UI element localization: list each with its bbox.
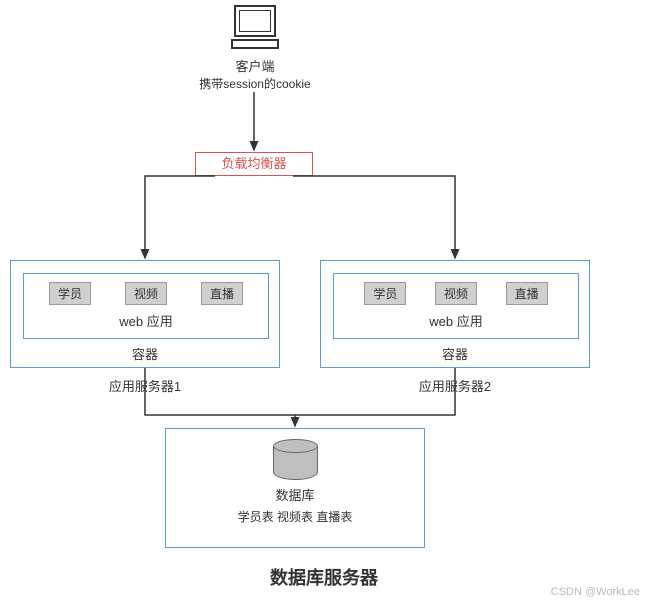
module-student: 学员 [364,282,406,305]
client-title: 客户端 [180,56,330,75]
database-icon [273,439,318,481]
diagram-container: 客户端 携带session的cookie 负载均衡器 学员 视频 直播 web … [0,0,648,606]
database-label: 数据库 [166,485,424,504]
load-balancer-label: 负载均衡器 [221,156,286,171]
client-label-block: 客户端 携带session的cookie [180,56,330,92]
app-server-1-inner: 学员 视频 直播 web 应用 [23,273,269,339]
container-label: 容器 [321,344,589,363]
module-live: 直播 [201,282,243,305]
app-server-1: 学员 视频 直播 web 应用 容器 [10,260,280,368]
database-node: 数据库 学员表 视频表 直播表 [165,428,425,548]
app-server-2-inner: 学员 视频 直播 web 应用 [333,273,579,339]
module-row: 学员 视频 直播 [342,282,570,305]
module-student: 学员 [49,282,91,305]
module-video: 视频 [435,282,477,305]
computer-icon [230,5,280,49]
module-live: 直播 [506,282,548,305]
web-app-label: web 应用 [342,311,570,330]
app-server-1-name: 应用服务器1 [10,376,280,395]
load-balancer-node: 负载均衡器 [195,152,313,176]
web-app-label: web 应用 [32,311,260,330]
module-row: 学员 视频 直播 [32,282,260,305]
database-tables: 学员表 视频表 直播表 [166,508,424,525]
app-server-2: 学员 视频 直播 web 应用 容器 [320,260,590,368]
container-label: 容器 [11,344,279,363]
module-video: 视频 [125,282,167,305]
watermark-text: CSDN @WorkLee [551,586,640,598]
client-subtitle: 携带session的cookie [180,75,330,92]
app-server-2-name: 应用服务器2 [320,376,590,395]
